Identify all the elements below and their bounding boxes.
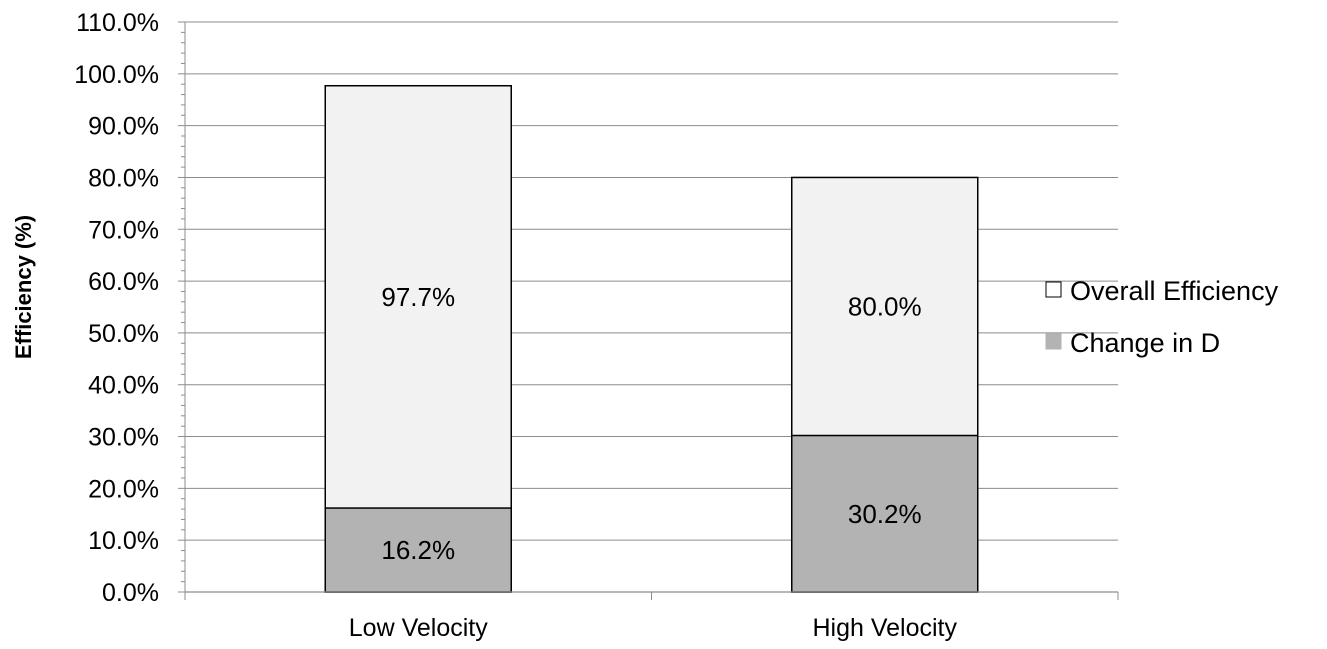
data-label-change-in-d: 30.2% <box>848 499 922 529</box>
y-axis-title: Efficiency (%) <box>11 215 36 359</box>
legend: Overall Efficiency Change in D <box>1045 276 1279 358</box>
legend-swatch <box>1045 281 1062 298</box>
x-tick-label: Low Velocity <box>349 614 488 642</box>
y-tick-label: 100.0% <box>74 61 159 89</box>
y-tick-label: 10.0% <box>88 527 159 555</box>
legend-label: Overall Efficiency <box>1070 276 1279 306</box>
bar-change-in-d <box>791 434 979 593</box>
y-tick-label: 50.0% <box>88 320 159 348</box>
data-label-overall-efficiency: 97.7% <box>381 282 455 312</box>
axes <box>178 21 1119 600</box>
y-tick-label: 110.0% <box>76 9 159 37</box>
tick-labels: 0.0% 10.0% 20.0% 30.0% 40.0% 50.0% 60.0% 70.0% 8… <box>74 9 957 642</box>
y-tick-label: 80.0% <box>88 164 159 192</box>
y-tick-label: 30.0% <box>88 424 159 452</box>
bars <box>324 84 979 593</box>
legend-swatch <box>1045 333 1062 350</box>
y-tick-label: 70.0% <box>88 216 159 244</box>
data-label-change-in-d: 16.2% <box>381 535 455 565</box>
y-tick-label: 0.0% <box>102 579 159 607</box>
y-tick-label: 20.0% <box>88 475 159 503</box>
x-tick-label: High Velocity <box>812 614 957 642</box>
y-tick-label: 60.0% <box>88 268 159 296</box>
data-label-overall-efficiency: 80.0% <box>848 291 922 321</box>
legend-label: Change in D <box>1070 328 1220 358</box>
y-tick-label: 90.0% <box>88 113 159 141</box>
y-tick-label: 40.0% <box>88 372 159 400</box>
bar-change-in-d <box>324 507 512 593</box>
data-labels: 97.7% 16.2% 80.0% 30.2% <box>381 282 921 565</box>
